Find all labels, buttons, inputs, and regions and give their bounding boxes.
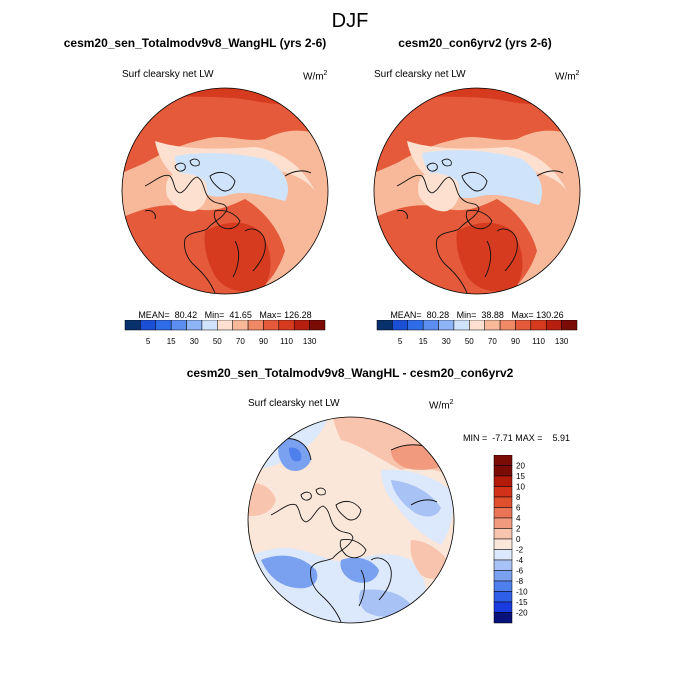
difference-variable-label: Surf clearsky net LW [248, 398, 340, 409]
difference-colorbar-label: 0 [516, 535, 521, 544]
difference-colorbar-label: -10 [516, 588, 528, 597]
panel-2-colorbar-label: 130 [555, 337, 569, 346]
panel-1-colorbar: 5 15 30 50 70 90 110 130 [124, 320, 326, 346]
panel-2-variable-label: Surf clearsky net LW [374, 69, 466, 80]
difference-colorbar-label: 15 [516, 472, 525, 481]
difference-colorbar-box [493, 507, 513, 519]
difference-colorbar-box [493, 486, 513, 498]
panel-2-colorbar-box [469, 320, 485, 331]
panel-1-colorbar-label: 130 [303, 337, 317, 346]
panel-1-colorbar-box [232, 320, 249, 331]
panel-1-coastlines [144, 158, 312, 294]
panel-2-units: W/m2 [555, 70, 580, 83]
panel-1-colorbar-box [293, 320, 310, 331]
difference-colorbar-label: 10 [516, 483, 525, 492]
panel-2-colorbar-box [530, 320, 547, 331]
panel-1-colorbar-box [186, 320, 203, 331]
difference-colorbar-box [493, 591, 513, 603]
panel-2-colorbar-box [453, 320, 470, 331]
difference-colorbar-box [493, 517, 513, 529]
panel-1-colorbar-box [263, 320, 280, 331]
panel-2-colorbar-box [515, 320, 532, 331]
difference-colorbar-box [493, 465, 513, 477]
panel-1-polar-map [121, 87, 329, 295]
panel-1-colorbar-label: 15 [167, 337, 176, 346]
difference-colorbar-label: -2 [516, 546, 524, 555]
difference-colorbar-box [493, 455, 513, 466]
panel-1-colorbar-box [217, 320, 233, 331]
panel-2-field [374, 88, 580, 294]
difference-colorbar-label: 6 [516, 504, 521, 513]
panel-2-colorbar-box [376, 320, 393, 331]
difference-colorbar-label: 8 [516, 493, 521, 502]
difference-colorbar-label: -4 [516, 556, 524, 565]
difference-colorbar-box [493, 601, 513, 613]
difference-colorbar-label: 4 [516, 514, 521, 523]
panel-2-colorbar-label: 15 [419, 337, 428, 346]
panel-2-map-border [373, 87, 581, 295]
panel-2-colorbar: 5 15 30 50 70 90 110 130 [376, 320, 578, 346]
panel-1-title: cesm20_sen_Totalmodv9v8_WangHL (yrs 2-6) [63, 36, 327, 50]
difference-colorbar-box [493, 559, 513, 571]
difference-colorbar-label: 20 [516, 462, 525, 471]
panel-1-colorbar-box [124, 320, 141, 331]
panel-2-colorbar-label: 70 [488, 337, 497, 346]
panel-1-colorbar-label: 110 [280, 337, 293, 346]
panel-2-polar-map [373, 87, 581, 295]
panel-1-colorbar-label: 90 [259, 337, 268, 346]
panel-1-colorbar-label: 30 [190, 337, 199, 346]
panel-2-stats: MEAN= 80.28 Min= 38.88 Max= 130.26 [390, 310, 564, 320]
panel-1-colorbar-box [309, 320, 326, 331]
panel-2-colorbar-box [407, 320, 424, 331]
panel-2-colorbar-label: 30 [442, 337, 451, 346]
difference-colorbar-box [493, 528, 513, 540]
figure-title: DJF [331, 10, 369, 32]
panel-2-colorbar-box [438, 320, 455, 331]
difference-colorbar-box [493, 475, 513, 487]
panel-2-colorbar-box [422, 320, 439, 331]
difference-colorbar-box [493, 538, 513, 550]
difference-colorbar-label: -8 [516, 577, 524, 586]
panel-1-units: W/m2 [303, 70, 328, 83]
panel-1-map-border [121, 87, 329, 295]
panel-1-stats: MEAN= 80.42 Min= 41.65 Max= 126.28 [138, 310, 312, 320]
difference-units: W/m2 [429, 399, 454, 412]
difference-map-border [247, 416, 455, 624]
panel-1-colorbar-box [247, 320, 264, 331]
panel-2-colorbar-box [545, 320, 562, 331]
difference-colorbar-label: 2 [516, 525, 521, 534]
difference-stats: MIN = -7.71 MAX = 5.91 [463, 433, 571, 443]
panel-1-colorbar-label: 50 [213, 337, 222, 346]
panel-2-colorbar-label: 50 [465, 337, 474, 346]
difference-colorbar-box [493, 496, 513, 508]
difference-colorbar-label: -20 [516, 609, 528, 618]
difference-colorbar-box [493, 580, 513, 592]
panel-1-colorbar-label: 70 [236, 337, 245, 346]
difference-colorbar-box [493, 549, 513, 561]
panel-2-colorbar-box [392, 320, 409, 331]
panel-1-colorbar-box [201, 320, 218, 331]
difference-polar-map [247, 416, 455, 624]
panel-1-colorbar-box [155, 320, 172, 331]
difference-colorbar-box [493, 612, 513, 624]
panel-2-colorbar-label: 110 [532, 337, 545, 346]
panel-1-variable-label: Surf clearsky net LW [122, 69, 214, 80]
panel-2-colorbar-label: 5 [398, 337, 403, 346]
difference-colorbar-box [493, 570, 513, 582]
panel-1-colorbar-box [278, 320, 295, 331]
panel-2-colorbar-box [499, 320, 516, 331]
panel-1-colorbar-label: 5 [146, 337, 151, 346]
panel-2-colorbar-box [561, 320, 578, 331]
panel-1-colorbar-box [170, 320, 187, 331]
panel-2-coastlines [396, 158, 564, 294]
panel-2-title: cesm20_con6yrv2 (yrs 2-6) [398, 36, 552, 50]
difference-colorbar-label: -15 [516, 598, 528, 607]
panel-2-colorbar-label: 90 [511, 337, 520, 346]
panel-2-colorbar-box [484, 320, 501, 331]
panel-1-colorbar-box [140, 320, 157, 331]
difference-title: cesm20_sen_Totalmodv9v8_WangHL - cesm20_… [186, 366, 514, 380]
difference-colorbar-label: -6 [516, 567, 524, 576]
